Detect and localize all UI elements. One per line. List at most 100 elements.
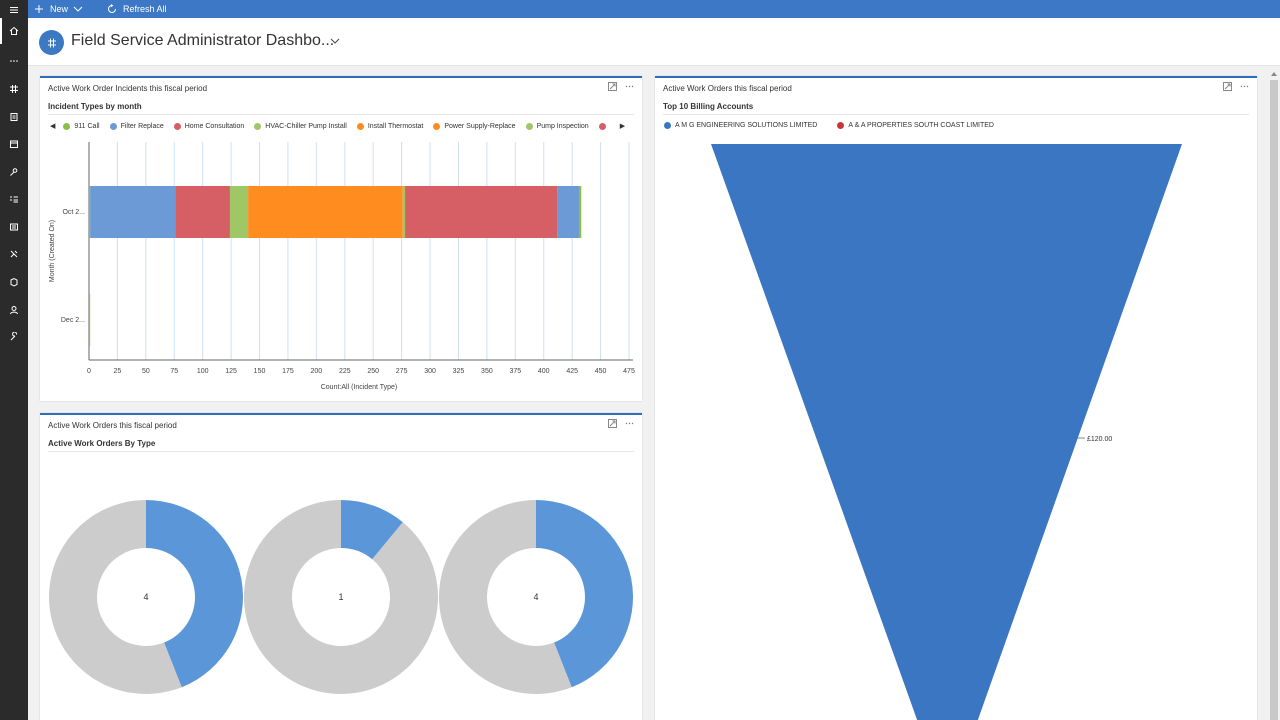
donut-slice[interactable] — [438, 500, 572, 694]
x-tick-label: 250 — [367, 368, 379, 375]
list-icon[interactable] — [0, 189, 28, 209]
donut-slice[interactable] — [536, 500, 633, 688]
x-tick-label: 75 — [170, 368, 178, 375]
y-tick-label: Oct 2... — [62, 209, 85, 216]
more-options-icon[interactable] — [1240, 82, 1249, 91]
legend-item[interactable]: A & A PROPERTIES SOUTH COAST LIMITED — [837, 122, 994, 129]
more-options-icon[interactable] — [625, 419, 634, 428]
legend-item[interactable]: A M G ENGINEERING SOLUTIONS LIMITED — [664, 122, 817, 129]
bar-segment[interactable] — [89, 294, 91, 346]
bar-segment[interactable] — [90, 186, 176, 238]
donut-center-label: 1 — [338, 592, 343, 602]
legend-swatch — [254, 122, 262, 130]
dashboard-header: Field Service Administrator Dashbo... — [28, 18, 1280, 66]
dashboard-selector-chevron-icon[interactable] — [330, 37, 340, 45]
legend-swatch — [63, 122, 71, 130]
hamburger-icon[interactable] — [0, 0, 28, 20]
vertical-scrollbar[interactable] — [1268, 68, 1280, 720]
settings-icon[interactable] — [0, 327, 28, 347]
more-icon[interactable] — [0, 51, 28, 71]
refresh-all-button[interactable]: Refresh All — [101, 0, 173, 18]
legend-item[interactable]: 911 Call — [63, 122, 100, 130]
rail-selection-indicator — [0, 18, 2, 44]
dashboard-icon[interactable] — [0, 79, 28, 99]
donut-slice[interactable] — [146, 500, 244, 688]
bar-segment[interactable] — [578, 186, 582, 238]
panel-tools — [1223, 82, 1249, 91]
more-options-icon[interactable] — [625, 82, 634, 91]
expand-icon[interactable] — [608, 82, 617, 91]
legend-item[interactable]: Power Supply-Replace — [433, 122, 516, 130]
scroll-up-icon[interactable] — [1270, 70, 1278, 78]
legend-label: A & A PROPERTIES SOUTH COAST LIMITED — [848, 122, 994, 129]
funnel-data-label: £120.00 — [1087, 436, 1112, 443]
donut-slice[interactable] — [244, 500, 439, 694]
x-tick-label: 400 — [538, 368, 550, 375]
billing-accounts-panel: Active Work Orders this fiscal period To… — [655, 76, 1257, 720]
legend-label: Filter Replace — [120, 122, 164, 130]
bar-segment[interactable] — [402, 186, 406, 238]
legend-next-icon[interactable]: ▶ — [619, 123, 626, 130]
work-orders-by-type-panel: Active Work Orders this fiscal period Ac… — [40, 413, 642, 720]
expand-icon[interactable] — [1223, 82, 1232, 91]
funnel-segment[interactable] — [711, 144, 1182, 720]
chevron-down-icon — [73, 6, 83, 12]
bar-segment[interactable] — [175, 186, 230, 238]
bar-segment[interactable] — [248, 186, 403, 238]
panel-title: Active Work Orders this fiscal period — [48, 421, 177, 430]
legend-label: Pump Inspection — [536, 122, 589, 130]
legend-swatch — [598, 122, 606, 130]
x-tick-label: 225 — [339, 368, 351, 375]
legend-item[interactable]: Install Thermostat — [356, 122, 424, 130]
panel-tools — [608, 419, 634, 428]
legend-prev-icon[interactable]: ◀ — [50, 123, 56, 130]
left-nav-rail — [0, 0, 28, 720]
legend-label: 911 Call — [74, 122, 100, 130]
legend-swatch — [356, 122, 364, 130]
panel-tools — [608, 82, 634, 91]
y-axis-title: Month (Created On) — [49, 220, 56, 282]
legend-swatch — [664, 122, 671, 129]
donut-center-label: 4 — [143, 592, 148, 602]
legend-label: Install Thermostat — [367, 122, 424, 130]
customers-icon[interactable] — [0, 300, 28, 320]
donut-slice[interactable] — [49, 500, 182, 694]
home-icon[interactable] — [0, 21, 28, 41]
legend-item[interactable]: Home Consultation — [173, 122, 245, 130]
divider — [663, 114, 1249, 115]
resources-icon[interactable] — [0, 162, 28, 182]
refresh-all-label: Refresh All — [123, 4, 167, 14]
calendar-icon[interactable] — [0, 134, 28, 154]
x-tick-label: 50 — [142, 368, 150, 375]
expand-icon[interactable] — [608, 419, 617, 428]
y-tick-label: Dec 2... — [61, 317, 85, 324]
work-orders-donut-charts: 4 1 4 — [49, 500, 633, 694]
legend-item[interactable]: HVAC-Chiller Pump Install — [254, 122, 347, 130]
inventory-icon[interactable] — [0, 272, 28, 292]
scrollbar-thumb[interactable] — [1270, 80, 1278, 720]
divider — [48, 451, 634, 452]
x-tick-label: 450 — [595, 368, 607, 375]
bar-segment[interactable] — [557, 186, 579, 238]
x-tick-label: 275 — [396, 368, 408, 375]
new-button[interactable]: New — [28, 0, 95, 18]
donut-slice[interactable] — [341, 500, 403, 560]
x-tick-label: 100 — [197, 368, 209, 375]
page-title: Field Service Administrator Dashbo... — [71, 32, 335, 49]
bar-segment[interactable] — [229, 186, 249, 238]
command-bar: New Refresh All — [28, 0, 1280, 18]
legend-item[interactable]: Filter Replace — [109, 122, 164, 130]
scheduling-icon[interactable] — [0, 244, 28, 264]
bar-segment[interactable] — [405, 186, 558, 238]
legend-label: Home Consultation — [184, 122, 245, 130]
chart-legend: A M G ENGINEERING SOLUTIONS LIMITED A & A… — [664, 122, 1014, 129]
legend-overflow-item — [598, 122, 610, 130]
legend-item[interactable]: Pump Inspection — [525, 122, 589, 130]
bar-segment[interactable] — [89, 186, 91, 238]
refresh-icon — [108, 4, 117, 13]
work-orders-icon[interactable] — [0, 107, 28, 127]
billing-funnel-chart: £120.00 — [711, 144, 1182, 720]
legend-swatch — [109, 122, 117, 130]
x-tick-label: 25 — [114, 368, 122, 375]
agreements-icon[interactable] — [0, 217, 28, 237]
